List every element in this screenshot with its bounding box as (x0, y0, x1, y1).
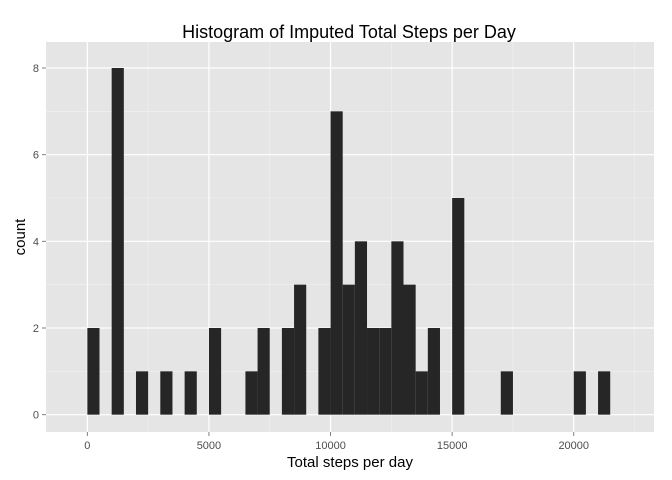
histogram-bar (281, 328, 295, 415)
histogram-bar (415, 371, 428, 415)
histogram-bar (87, 328, 100, 415)
x-axis: 0 5000 10000 15000 20000 (84, 432, 589, 452)
x-tick-label: 10000 (315, 440, 346, 452)
y-tick-label: 8 (33, 63, 39, 75)
histogram-bar (403, 284, 416, 415)
y-axis: 0 2 4 6 8 (33, 63, 46, 422)
histogram-bar (330, 111, 343, 415)
histogram-bar (354, 241, 368, 415)
x-axis-title: Total steps per day (287, 454, 413, 471)
histogram-bar (452, 198, 465, 415)
histogram-bar (257, 328, 270, 415)
histogram-bar (500, 371, 513, 415)
y-tick-label: 6 (33, 150, 39, 162)
x-tick-label: 15000 (437, 440, 468, 452)
chart-title: Histogram of Imputed Total Steps per Day (182, 22, 516, 42)
histogram-bar (208, 328, 222, 415)
histogram-bar (391, 241, 404, 415)
histogram-bar (318, 328, 331, 415)
x-tick-label: 5000 (197, 440, 221, 452)
histogram-bars (87, 68, 611, 415)
x-tick-label: 0 (84, 440, 90, 452)
histogram-bar (573, 371, 586, 415)
histogram-bar (342, 284, 355, 415)
histogram-bar (294, 284, 307, 415)
histogram-bar (598, 371, 611, 415)
histogram-bar (160, 371, 173, 415)
y-axis-title: count (12, 218, 29, 256)
histogram-bar (427, 328, 440, 415)
x-tick-label: 20000 (558, 440, 589, 452)
y-tick-label: 0 (33, 410, 39, 422)
histogram-bar (367, 328, 380, 415)
histogram-bar (245, 371, 258, 415)
histogram-bar (379, 328, 392, 415)
histogram-bar (111, 68, 124, 415)
y-tick-label: 2 (33, 323, 39, 335)
y-tick-label: 4 (33, 236, 39, 248)
histogram-bar (184, 371, 197, 415)
histogram-bar (135, 371, 149, 415)
